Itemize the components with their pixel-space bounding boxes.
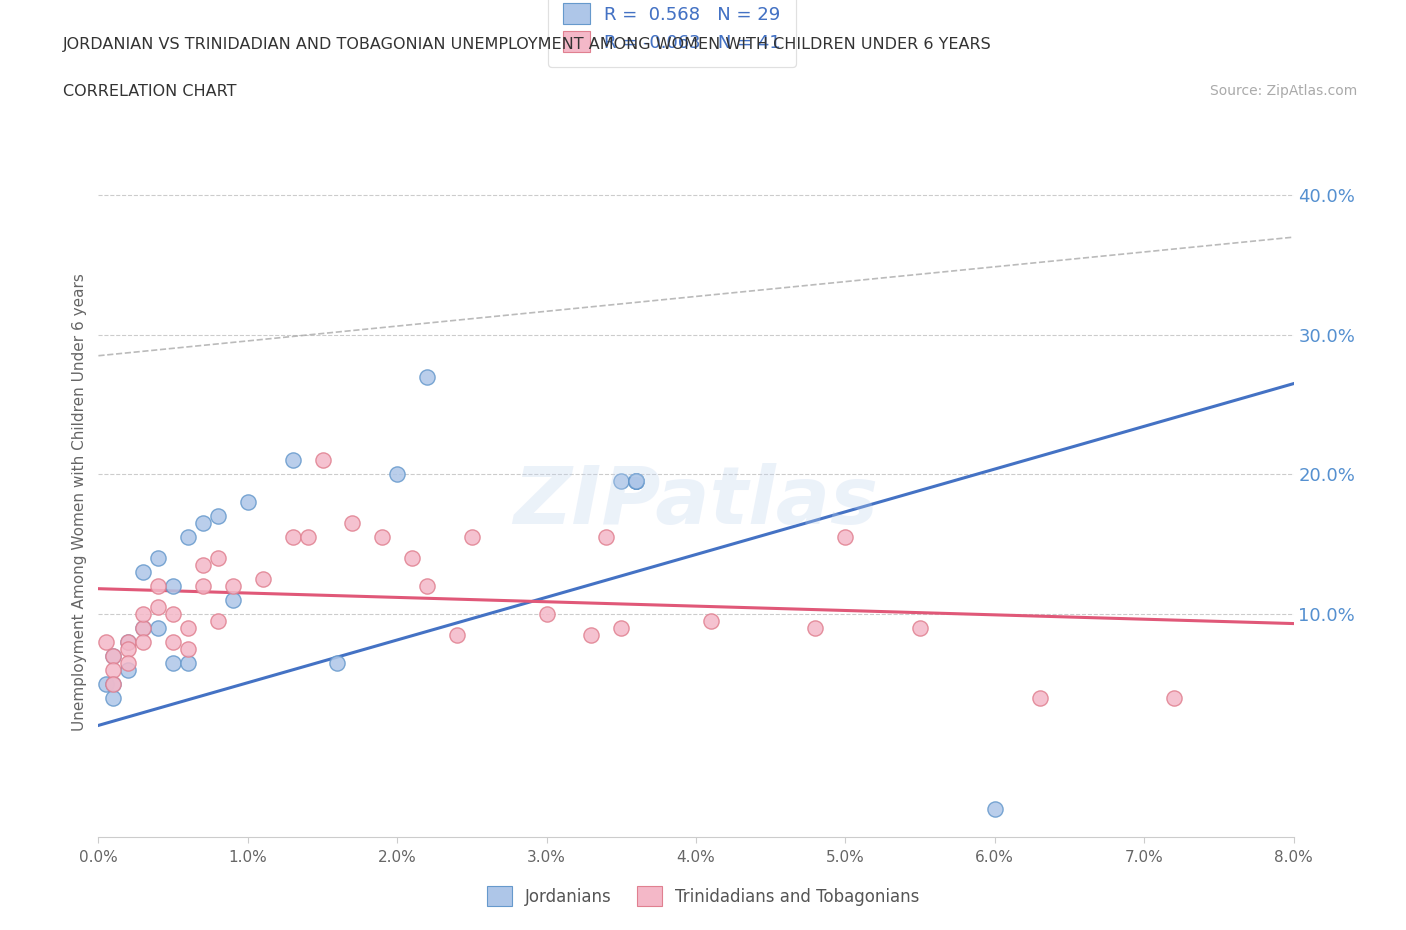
Point (326, 656, 349, 671)
Point (624, 474, 647, 489)
Text: JORDANIAN VS TRINIDADIAN AND TOBAGONIAN UNEMPLOYMENT AMONG WOMEN WITH CHILDREN U: JORDANIAN VS TRINIDADIAN AND TOBAGONIAN … (63, 37, 993, 52)
Point (252, 571, 274, 587)
Point (595, 530, 617, 545)
Point (222, 578, 245, 593)
Point (191, 558, 214, 573)
Point (132, 620, 155, 635)
Point (94, 676, 117, 691)
Point (311, 453, 333, 468)
Point (461, 530, 484, 545)
Legend: R =  0.568   N = 29, R = -0.063   N = 41: R = 0.568 N = 29, R = -0.063 N = 41 (548, 0, 796, 67)
Point (834, 530, 856, 545)
Point (162, 606, 184, 621)
Point (610, 474, 633, 489)
Point (117, 642, 139, 657)
Point (610, 620, 633, 635)
Point (132, 620, 155, 635)
Point (416, 578, 439, 593)
Point (371, 530, 394, 545)
Text: Source: ZipAtlas.com: Source: ZipAtlas.com (1209, 84, 1357, 98)
Point (222, 592, 245, 607)
Point (148, 578, 170, 593)
Point (536, 606, 558, 621)
Text: ZIPatlas: ZIPatlas (513, 463, 879, 541)
Point (281, 453, 304, 468)
Point (446, 628, 468, 643)
Point (132, 565, 155, 579)
Point (94, 634, 117, 649)
Point (148, 620, 170, 635)
Point (983, 802, 1005, 817)
Point (103, 676, 125, 691)
Point (177, 530, 200, 545)
Point (191, 578, 214, 593)
Point (700, 614, 723, 629)
Point (281, 530, 304, 545)
Point (177, 642, 200, 657)
Point (162, 634, 184, 649)
Point (177, 620, 200, 635)
Point (177, 656, 200, 671)
Point (624, 474, 647, 489)
Point (117, 634, 139, 649)
Point (117, 634, 139, 649)
Point (297, 530, 319, 545)
Point (1163, 690, 1185, 705)
Point (207, 509, 229, 524)
Point (236, 495, 259, 510)
Point (804, 620, 827, 635)
Point (207, 551, 229, 565)
Point (908, 620, 931, 635)
Point (103, 690, 125, 705)
Point (624, 474, 647, 489)
Point (385, 467, 409, 482)
Point (624, 474, 647, 489)
Point (581, 628, 603, 643)
Point (103, 648, 125, 663)
Text: CORRELATION CHART: CORRELATION CHART (63, 84, 236, 99)
Point (401, 551, 423, 565)
Point (624, 474, 647, 489)
Point (117, 656, 139, 671)
Point (148, 551, 170, 565)
Point (103, 676, 125, 691)
Point (162, 578, 184, 593)
Point (132, 634, 155, 649)
Point (117, 662, 139, 677)
Point (103, 662, 125, 677)
Point (103, 648, 125, 663)
Point (207, 614, 229, 629)
Legend: Jordanians, Trinidadians and Tobagonians: Jordanians, Trinidadians and Tobagonians (479, 880, 927, 912)
Point (342, 516, 364, 531)
Point (416, 369, 439, 384)
Point (191, 516, 214, 531)
Point (132, 606, 155, 621)
Point (1028, 690, 1050, 705)
Point (148, 600, 170, 615)
Point (162, 656, 184, 671)
Y-axis label: Unemployment Among Women with Children Under 6 years: Unemployment Among Women with Children U… (72, 273, 87, 731)
